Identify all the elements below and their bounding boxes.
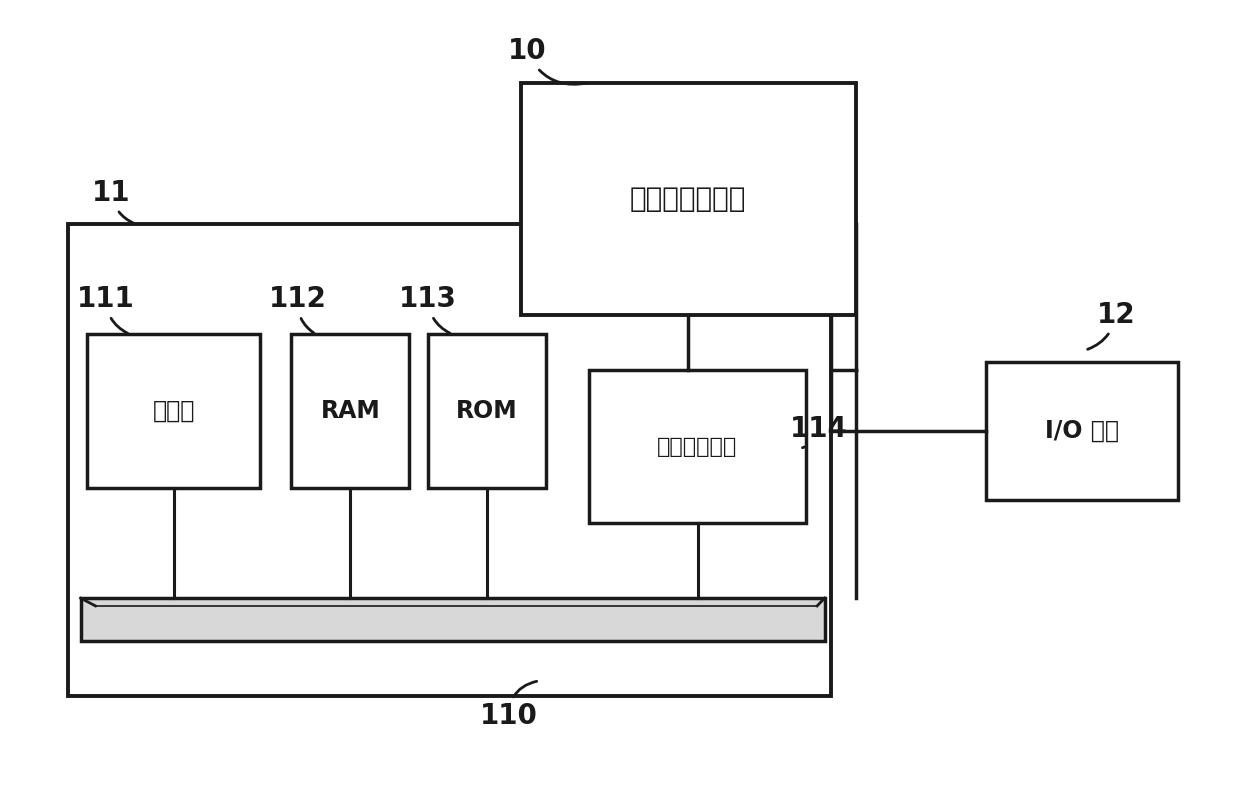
Bar bbox=[521, 83, 856, 315]
Text: ROM: ROM bbox=[456, 399, 517, 423]
Bar bbox=[428, 334, 546, 488]
Text: 112: 112 bbox=[269, 285, 326, 333]
Bar bbox=[291, 334, 409, 488]
Text: 12: 12 bbox=[1087, 301, 1136, 349]
Text: 113: 113 bbox=[399, 285, 456, 333]
Bar bbox=[986, 362, 1178, 500]
Text: RAM: RAM bbox=[320, 399, 381, 423]
Text: 10: 10 bbox=[507, 37, 587, 84]
Bar bbox=[81, 598, 825, 641]
Bar bbox=[589, 370, 806, 523]
Text: 111: 111 bbox=[77, 285, 134, 333]
Text: 11: 11 bbox=[92, 179, 134, 224]
Text: 数据传输接口: 数据传输接口 bbox=[657, 437, 738, 456]
Text: 存储器存储装置: 存储器存储装置 bbox=[630, 185, 746, 212]
Text: 处理器: 处理器 bbox=[153, 399, 195, 423]
Bar bbox=[87, 334, 260, 488]
Text: 114: 114 bbox=[790, 415, 847, 448]
Text: 110: 110 bbox=[480, 682, 537, 730]
Text: I/O 装置: I/O 装置 bbox=[1045, 419, 1118, 443]
Bar bbox=[68, 224, 831, 696]
